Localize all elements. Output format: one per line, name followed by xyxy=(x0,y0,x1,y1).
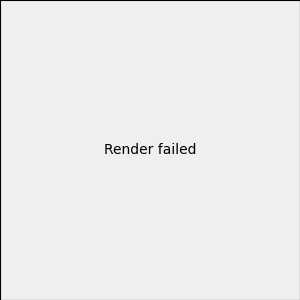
Text: Render failed: Render failed xyxy=(104,143,196,157)
